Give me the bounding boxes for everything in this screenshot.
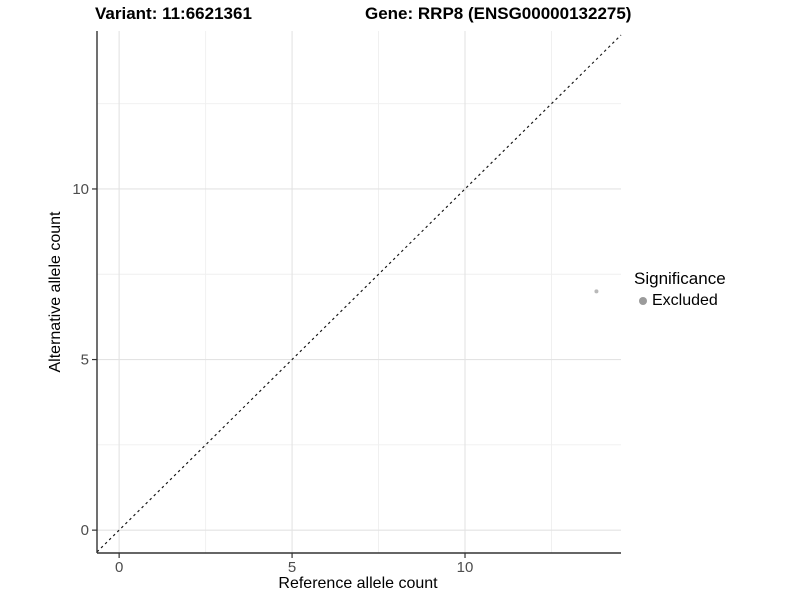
- gene-title: Gene: RRP8 (ENSG00000132275): [365, 4, 632, 23]
- y-axis-title: Alternative allele count: [47, 211, 64, 373]
- legend: Significance Excluded: [634, 269, 726, 310]
- legend-item-label: Excluded: [652, 292, 718, 309]
- data-point: [594, 289, 599, 294]
- variant-title: Variant: 11:6621361: [95, 4, 252, 23]
- x-tick-label: 5: [288, 559, 296, 576]
- legend-title: Significance: [634, 269, 726, 288]
- legend-key-dot-icon: [639, 297, 647, 305]
- y-tick-label: 5: [81, 352, 89, 369]
- legend-item-excluded: Excluded: [634, 292, 726, 310]
- y-tick-label: 0: [81, 522, 89, 539]
- x-axis-title: Reference allele count: [278, 575, 438, 592]
- x-tick-label: 10: [457, 559, 474, 576]
- y-tick-label: 10: [72, 181, 89, 198]
- identity-line: [96, 34, 622, 553]
- x-tick-label: 0: [115, 559, 123, 576]
